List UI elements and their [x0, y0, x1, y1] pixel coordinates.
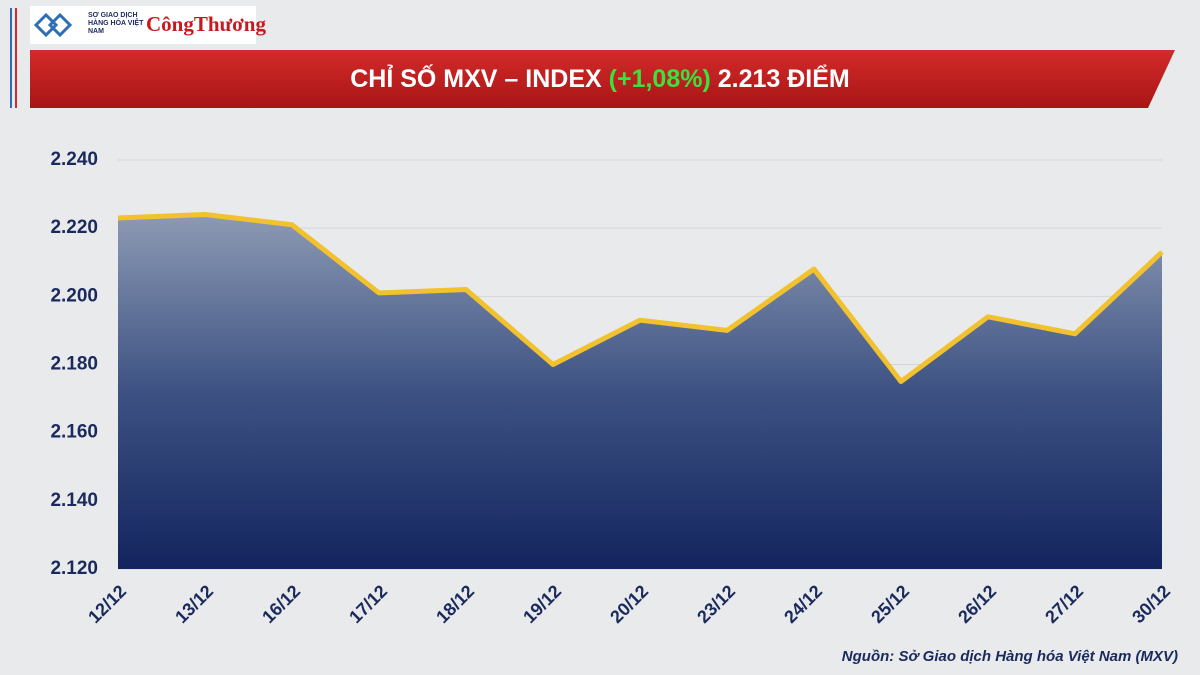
title-main: CHỈ SỐ MXV – INDEX — [350, 63, 602, 93]
line — [117, 212, 1164, 385]
y-tick-label: 2.160 — [50, 422, 98, 443]
source: Nguồn: Sở Giao dịch Hàng hóa Việt Nam (M… — [842, 648, 1178, 665]
title-band — [30, 50, 1175, 108]
y-tick-label: 2.120 — [50, 558, 98, 579]
paper-logo: CôngThương — [146, 12, 266, 36]
area — [118, 214, 1162, 570]
title-change: (+1,08%) — [609, 65, 711, 93]
y-tick-label: 2.200 — [50, 285, 98, 306]
y-tick-label: 2.180 — [50, 354, 98, 375]
y-tick-label: 2.240 — [50, 149, 98, 170]
logo-icon — [33, 12, 73, 38]
y-tick-label: 2.220 — [50, 217, 98, 238]
chart-title: CHỈ SỐ MXV – INDEX (+1,08%) 2.213 ĐIỂM — [350, 63, 850, 93]
exchange-logo: SỞ GIAO DỊCH HÀNG HÓA VIỆT NAM — [88, 12, 144, 35]
left-stripe — [15, 8, 17, 108]
title-level: 2.213 ĐIỂM — [718, 64, 850, 93]
logo-text-box: SỞ GIAO DỊCH HÀNG HÓA VIỆT NAM — [88, 12, 144, 35]
y-tick-label: 2.140 — [50, 490, 98, 511]
logo-box — [30, 6, 256, 44]
left-stripe — [10, 8, 12, 108]
